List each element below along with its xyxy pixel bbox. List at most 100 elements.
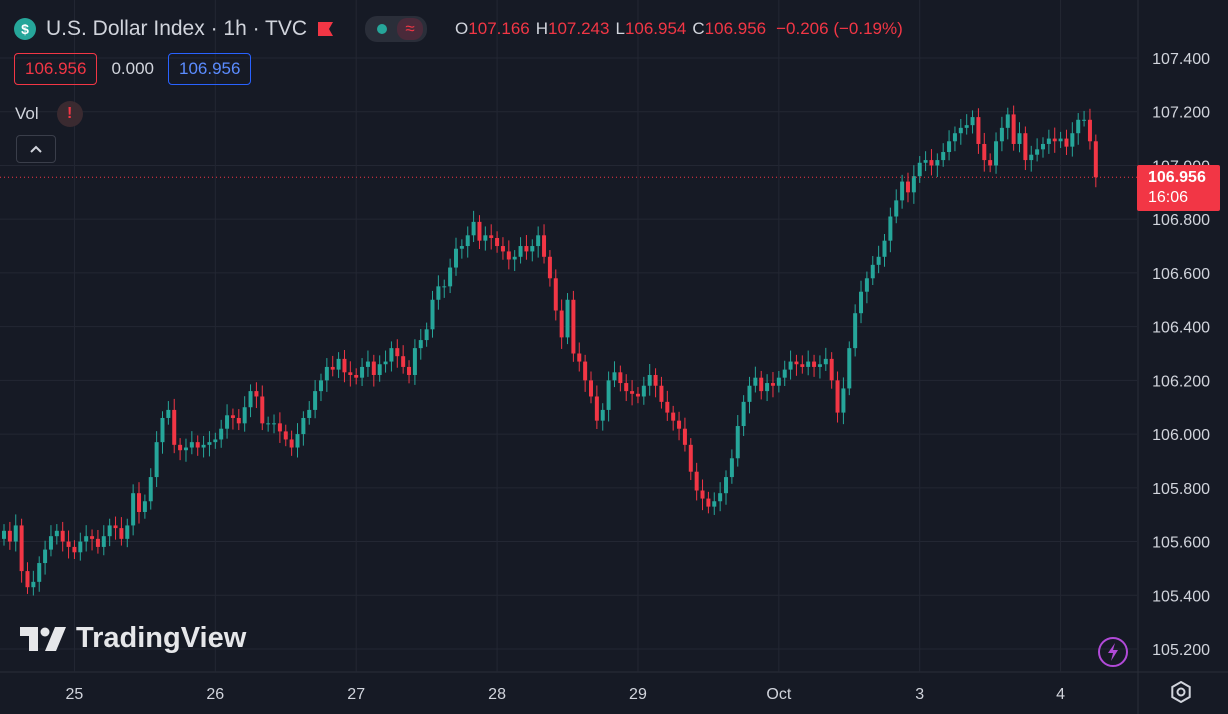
- flag-icon[interactable]: [317, 21, 335, 37]
- candle: [577, 342, 582, 372]
- candle: [800, 355, 805, 374]
- candle-body: [647, 374, 652, 386]
- candle: [78, 532, 83, 561]
- candle: [336, 352, 341, 378]
- candle-body: [770, 383, 775, 386]
- candle: [48, 525, 53, 557]
- candle: [189, 431, 194, 455]
- candle: [1093, 134, 1098, 188]
- candle: [13, 514, 18, 552]
- candle-body: [970, 117, 975, 126]
- candle-body: [289, 439, 294, 448]
- candle: [859, 280, 864, 324]
- candle-body: [753, 377, 758, 386]
- candle-body: [624, 383, 629, 392]
- candle: [418, 329, 423, 360]
- candle: [442, 279, 447, 298]
- candle-body: [712, 501, 717, 507]
- market-status-pill[interactable]: ≈: [365, 16, 428, 42]
- candle: [260, 385, 265, 431]
- candle-body: [172, 409, 177, 445]
- candle: [847, 341, 852, 396]
- candle: [213, 432, 218, 449]
- candle-body: [894, 200, 899, 217]
- candle-body: [459, 246, 464, 249]
- candle-body: [201, 444, 206, 448]
- candle-body: [225, 415, 230, 429]
- candle-body: [641, 385, 646, 397]
- symbol-title[interactable]: U.S. Dollar Index · 1h · TVC: [46, 17, 308, 40]
- candle: [606, 371, 611, 422]
- candle-body: [483, 235, 488, 241]
- candle-body: [677, 420, 682, 429]
- collapse-legend-button[interactable]: [16, 135, 56, 163]
- candle-body: [148, 477, 153, 502]
- candle-body: [2, 530, 6, 539]
- candle-body: [342, 358, 347, 373]
- dollar-icon[interactable]: $: [14, 18, 36, 40]
- candle-body: [84, 536, 89, 542]
- sell-price-box[interactable]: 106.956: [14, 53, 98, 85]
- candle: [360, 358, 365, 387]
- candle: [1046, 129, 1051, 154]
- candle-body: [1005, 114, 1010, 128]
- candle-body: [371, 361, 376, 375]
- candle-body: [1076, 119, 1081, 134]
- candle: [624, 374, 629, 402]
- candle-body: [559, 310, 564, 338]
- warning-icon[interactable]: !: [56, 101, 83, 127]
- candle-body: [424, 329, 429, 341]
- candle-body: [1035, 149, 1040, 155]
- price-tick-label: 106.000: [1152, 427, 1210, 444]
- buy-price-box[interactable]: 106.956: [168, 53, 252, 85]
- candle-body: [43, 549, 48, 564]
- candle: [172, 398, 177, 454]
- candle: [1058, 131, 1063, 148]
- volume-label[interactable]: Vol: [15, 104, 39, 123]
- market-dot-icon: [377, 24, 388, 34]
- candle: [289, 430, 294, 456]
- candle-body: [1087, 119, 1092, 142]
- candle: [236, 409, 241, 431]
- candle-body: [542, 235, 547, 257]
- candle: [459, 239, 464, 259]
- candle: [512, 250, 517, 272]
- candle-body: [653, 374, 658, 386]
- candle-body: [759, 377, 764, 392]
- candle-body: [1029, 154, 1034, 161]
- candle-body: [988, 160, 993, 166]
- candle: [688, 438, 693, 481]
- candle-body: [125, 525, 130, 539]
- candle-body: [236, 417, 241, 424]
- candle-body: [189, 442, 194, 448]
- candle-body: [1040, 143, 1045, 150]
- candle: [729, 449, 734, 484]
- candle-body: [307, 409, 312, 418]
- candle: [1040, 137, 1045, 158]
- candle-body: [917, 162, 922, 177]
- candle-body: [407, 366, 412, 375]
- candle-body: [295, 434, 300, 448]
- candle-body: [635, 393, 640, 397]
- candle: [95, 529, 100, 554]
- lightning-icon[interactable]: [1097, 636, 1129, 668]
- candle-body: [48, 536, 53, 550]
- price-axis[interactable]: 107.400107.200107.000106.800106.600106.4…: [1152, 51, 1210, 659]
- candle-body: [823, 358, 828, 365]
- candle: [694, 462, 699, 501]
- candle-body: [999, 127, 1004, 142]
- price-tick-label: 106.800: [1152, 212, 1210, 229]
- candle-body: [7, 530, 12, 542]
- candle: [1005, 107, 1010, 140]
- candle-body: [336, 358, 341, 370]
- candle-body: [553, 278, 558, 311]
- candle: [242, 396, 247, 432]
- candle: [371, 354, 376, 387]
- candle-body: [1017, 133, 1022, 144]
- time-axis[interactable]: 25 26 27 28 29 Oct 3 4: [66, 686, 1066, 703]
- candle-body: [952, 133, 957, 142]
- settings-icon[interactable]: [1170, 681, 1192, 703]
- candle-body: [230, 415, 235, 418]
